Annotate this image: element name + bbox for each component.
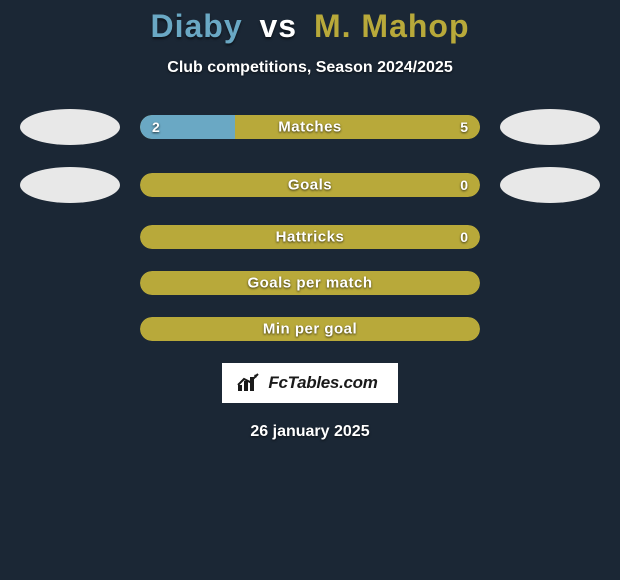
bar-right-value: 5 xyxy=(460,119,468,135)
watermark-text: FcTables.com xyxy=(268,373,377,393)
comparison-card: Diaby vs M. Mahop Club competitions, Sea… xyxy=(0,0,620,441)
bar-right-value: 0 xyxy=(460,229,468,245)
bar-label: Goals per match xyxy=(140,275,480,292)
bar-label: Hattricks xyxy=(140,229,480,246)
player2-avatar xyxy=(500,109,600,145)
player2-avatar xyxy=(500,167,600,203)
stat-bar: Hattricks0 xyxy=(140,225,480,249)
stat-row: Min per goal xyxy=(0,317,620,341)
player1-name: Diaby xyxy=(150,8,242,44)
bar-label: Matches xyxy=(140,119,480,136)
stat-row: Matches2 5 xyxy=(0,109,620,145)
date-text: 26 january 2025 xyxy=(0,423,620,441)
watermark-box: FcTables.com xyxy=(222,363,397,403)
stat-bar: Min per goal xyxy=(140,317,480,341)
stat-bars: Matches25Goals0Hattricks0Goals per match… xyxy=(0,109,620,341)
bar-label: Goals xyxy=(140,177,480,194)
subtitle: Club competitions, Season 2024/2025 xyxy=(0,59,620,77)
stat-bar: Goals0 xyxy=(140,173,480,197)
stat-row: Goals0 xyxy=(0,167,620,203)
stat-bar: Goals per match xyxy=(140,271,480,295)
bar-left-value: 2 xyxy=(152,119,160,135)
stat-row: Hattricks0 xyxy=(0,225,620,249)
player2-name: M. Mahop xyxy=(314,8,470,44)
vs-text: vs xyxy=(260,8,298,44)
chart-icon xyxy=(236,373,262,393)
watermark: FcTables.com xyxy=(0,363,620,403)
player1-avatar xyxy=(20,167,120,203)
bar-right-value: 0 xyxy=(460,177,468,193)
page-title: Diaby vs M. Mahop xyxy=(0,8,620,45)
stat-bar: Matches2 5 xyxy=(140,115,480,139)
player1-avatar xyxy=(20,109,120,145)
bar-label: Min per goal xyxy=(140,321,480,338)
stat-row: Goals per match xyxy=(0,271,620,295)
